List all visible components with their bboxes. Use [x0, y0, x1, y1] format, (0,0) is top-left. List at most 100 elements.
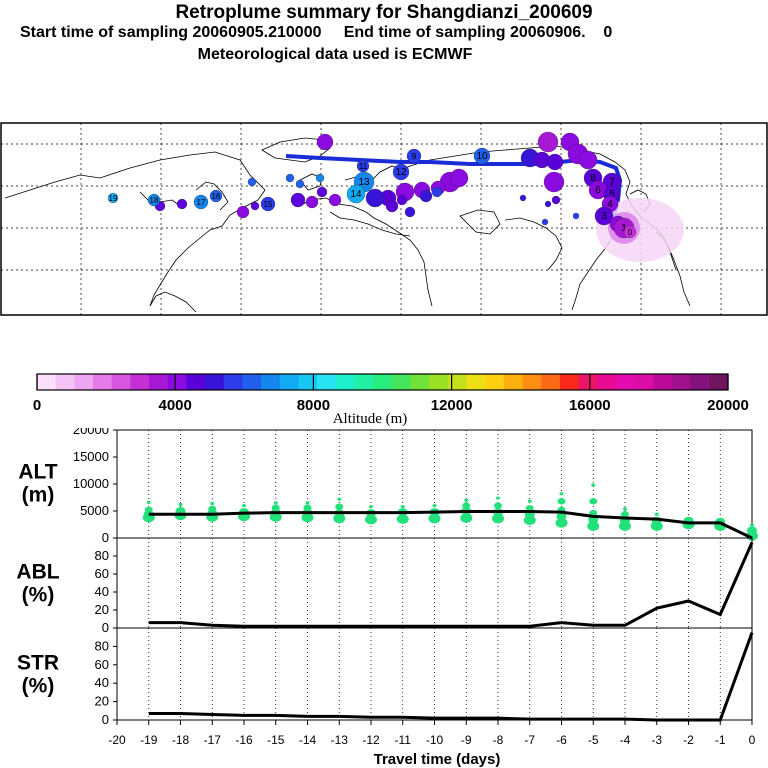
plume-bubble	[431, 186, 443, 198]
plume-bubble	[541, 218, 549, 226]
x-tick-label: -12	[362, 733, 380, 747]
plume-bubble	[260, 196, 276, 212]
plume-bubble	[316, 133, 334, 151]
y-tick-label: 15000	[73, 449, 109, 464]
colorbar-cell	[447, 374, 468, 390]
altitude-colorbar: 0 4000 8000 12000 16000 20000 Altitude (m)	[33, 373, 749, 427]
alt-title: ALT	[18, 461, 57, 484]
y-tick-label: 80	[95, 638, 109, 653]
altitude-point	[556, 512, 567, 521]
altitude-point	[400, 505, 405, 509]
x-tick-label: -17	[204, 733, 222, 747]
colorbar-cell	[466, 374, 486, 390]
x-tick-label: -8	[493, 733, 504, 747]
altitude-point	[144, 506, 153, 514]
y-tick-label: 80	[95, 548, 109, 563]
plume-bubble	[406, 148, 422, 164]
altitude-mean-line	[148, 510, 753, 540]
x-tick-label: -10	[426, 733, 444, 747]
plume-bubble	[543, 171, 565, 193]
altitude-point	[369, 505, 373, 509]
altitude-point	[462, 502, 471, 509]
x-tick-label: -1	[715, 733, 726, 747]
colorbar-cell	[186, 374, 206, 390]
y-tick-label: 40	[95, 584, 109, 599]
x-tick-label: -18	[172, 733, 190, 747]
plume-bubble	[404, 206, 416, 218]
day-marker-label: 0	[628, 228, 633, 237]
day-marker-label: 4	[607, 199, 613, 210]
chart-title: Retroplume summary for Shangdianzi_20060…	[175, 2, 593, 23]
x-tick-label: 0	[749, 733, 756, 747]
day-marker-label: 16	[212, 192, 221, 201]
day-marker-label: 5	[609, 189, 615, 200]
altitude-point	[460, 513, 473, 523]
colorbar-cell	[205, 374, 225, 390]
altitude-point	[523, 515, 536, 525]
altitude-point	[464, 498, 469, 502]
day-marker-label: 15	[264, 200, 273, 209]
colorbar-cells	[37, 374, 729, 390]
altitude-point	[178, 502, 183, 507]
colorbar-tick-label: 20000	[707, 397, 749, 414]
y-tick-label: 5000	[80, 503, 109, 518]
altitude-point	[525, 505, 534, 512]
colorbar-tick-label: 16000	[569, 397, 611, 414]
altitude-point	[750, 523, 754, 527]
colorbar-cell	[597, 374, 617, 390]
x-tick-label: -9	[461, 733, 472, 747]
colorbar-cell	[615, 374, 636, 390]
colorbar-tick-label: 12000	[431, 397, 473, 414]
colorbar-cell	[279, 374, 299, 390]
altitude-point	[559, 492, 564, 496]
y-tick-label: 40	[95, 675, 109, 690]
colorbar-cell	[391, 374, 412, 390]
colorbar-cell	[578, 374, 598, 390]
colorbar-cell	[74, 374, 94, 390]
y-tick-label: 10000	[73, 476, 109, 491]
day-marker-label: 6	[595, 185, 601, 196]
colorbar-cell	[410, 374, 430, 390]
altitude-point	[494, 502, 502, 509]
plume-bubble	[519, 194, 527, 202]
abl-title: ABL	[16, 561, 59, 584]
x-tick-label: -13	[331, 733, 349, 747]
str-series-line	[148, 632, 754, 722]
day-marker-label: 18	[150, 196, 159, 205]
plume-bubble	[544, 200, 552, 208]
colorbar-cell	[522, 374, 542, 390]
colorbar-cell	[485, 374, 505, 390]
abl-panel: 80 60 40 20 0 ABL(%)	[16, 537, 754, 635]
altitude-point	[496, 496, 500, 500]
x-tick-label: -3	[651, 733, 662, 747]
colorbar-cell	[709, 374, 729, 390]
plume-bubble	[290, 192, 306, 208]
str-panel: 80 60 40 20 0 STR(%)	[17, 627, 754, 727]
x-tick-label: -14	[299, 733, 317, 747]
altitude-point	[591, 483, 596, 487]
plume-bubble	[328, 193, 342, 207]
met-data-label: Meteorological data used is ECMWF	[197, 46, 473, 63]
colorbar-cell	[242, 374, 262, 390]
plume-bubble	[209, 189, 223, 203]
colorbar-tick-label: 8000	[297, 397, 330, 414]
colorbar-cell	[373, 374, 393, 390]
colorbar-cell	[317, 374, 337, 390]
altitude-point	[555, 518, 568, 528]
altitude-point	[589, 498, 598, 505]
day-marker-label: 9	[412, 152, 417, 161]
x-tick-label: -20	[108, 733, 126, 747]
plume-bubble	[147, 193, 161, 207]
colorbar-tick-label: 4000	[159, 397, 192, 414]
plume-bubble	[285, 173, 295, 183]
y-tick-label: 60	[95, 566, 109, 581]
plume-bubble	[473, 147, 491, 165]
y-tick-label: 0	[102, 712, 109, 727]
plume-bubble	[316, 186, 328, 198]
str-title: STR	[17, 651, 59, 674]
altitude-point	[621, 511, 629, 518]
altitude-point	[242, 504, 246, 508]
altitude-point	[396, 514, 409, 524]
plume-bubble	[546, 153, 564, 171]
day-marker-label: 7	[609, 177, 615, 188]
